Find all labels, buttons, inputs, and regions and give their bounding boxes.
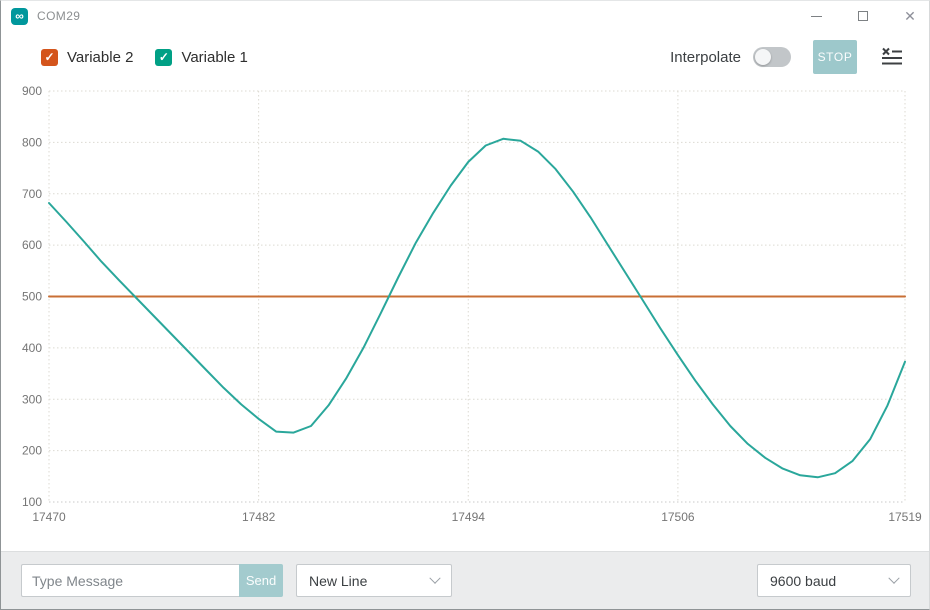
y-tick-label: 500 [22,290,42,304]
window-controls: ✕ [809,1,917,31]
stop-button[interactable]: STOP [813,40,857,74]
legend-item-variable-2[interactable]: ✓ Variable 2 [41,48,134,66]
y-tick-label: 200 [22,444,42,458]
y-tick-label: 900 [22,84,42,98]
chart-canvas: 100 200 300 400 500 600 700 800 900 17470 17482 174… [22,84,922,524]
y-tick-label: 800 [22,135,42,149]
window-title: COM29 [37,9,81,23]
minimize-button[interactable] [809,9,823,23]
title-bar: ∞ COM29 ✕ [1,1,929,31]
y-tick-label: 100 [22,495,42,509]
legend-label: Variable 2 [67,48,134,66]
x-tick-label: 17470 [32,510,66,524]
minimize-icon [810,15,822,17]
series-legend: ✓ Variable 2 ✓ Variable 1 [41,48,248,66]
toggle-knob [755,49,771,65]
close-button[interactable]: ✕ [903,7,917,24]
arduino-logo-icon: ∞ [11,7,28,25]
x-tick-label: 17482 [242,510,276,524]
x-tick-label: 17519 [888,510,922,524]
legend-item-variable-1[interactable]: ✓ Variable 1 [155,48,248,66]
interpolate-label: Interpolate [670,48,741,66]
legend-label: Variable 1 [181,48,248,66]
x-tick-label: 17494 [452,510,486,524]
send-button[interactable]: Send [239,564,283,597]
line-ending-value: New Line [309,572,368,589]
chevron-down-icon [429,572,441,584]
checkmark-icon: ✓ [44,50,55,64]
plotter-toolbar: ✓ Variable 2 ✓ Variable 1 Interpolate ST… [1,31,929,83]
y-tick-label: 700 [22,187,42,201]
y-tick-label: 300 [22,392,42,406]
chevron-down-icon [888,572,900,584]
clear-options-button[interactable] [879,45,905,70]
series-lines [48,137,906,479]
bottom-bar: Send New Line 9600 baud [1,551,929,609]
interpolate-toggle[interactable] [753,47,791,67]
message-input[interactable] [21,564,239,597]
series-line-variable-1 [48,137,906,479]
y-tick-label: 400 [22,341,42,355]
toolbar-right: Interpolate STOP [670,40,905,74]
serial-plotter-chart: 100 200 300 400 500 600 700 800 900 17470 17482 174… [1,83,930,553]
y-tick-label: 600 [22,238,42,252]
variable-1-checkbox[interactable]: ✓ [155,48,173,66]
variable-2-checkbox[interactable]: ✓ [41,48,58,66]
tick-labels: 100 200 300 400 500 600 700 800 900 17470 17482 174… [22,84,922,524]
maximize-icon [858,11,868,21]
checkmark-icon: ✓ [158,50,169,64]
line-ending-select[interactable]: New Line [296,564,452,597]
maximize-button[interactable] [856,9,870,23]
infinity-glyph: ∞ [15,9,24,23]
close-icon: ✕ [904,7,916,24]
x-tick-label: 17506 [661,510,695,524]
baud-rate-select[interactable]: 9600 baud [757,564,911,597]
clear-x-list-icon [882,47,902,64]
baud-rate-value: 9600 baud [770,572,837,589]
